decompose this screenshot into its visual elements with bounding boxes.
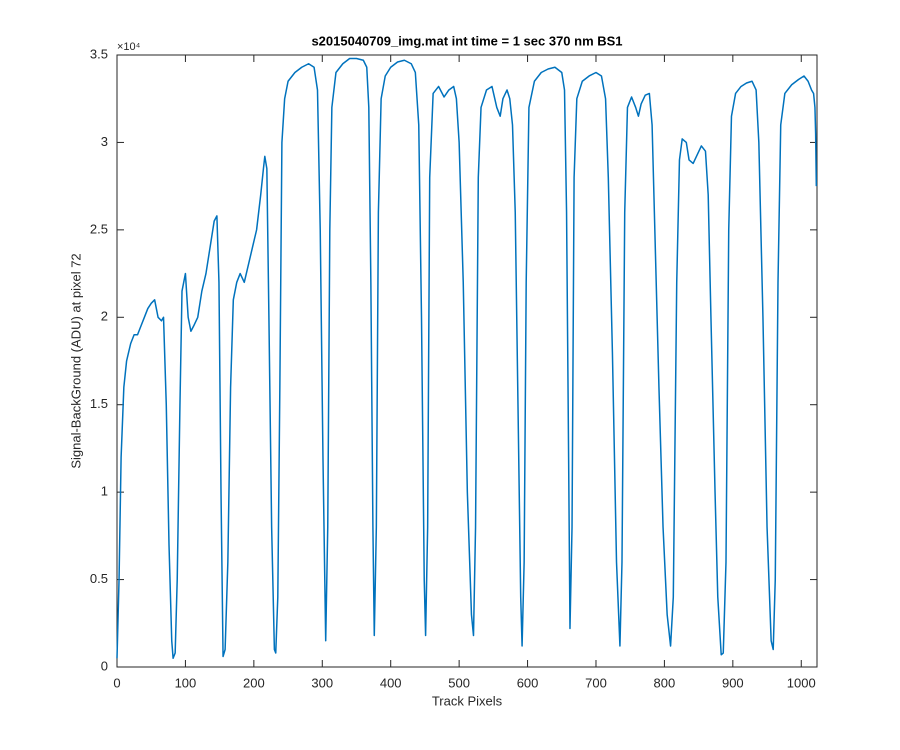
y-tick-label: 3.5: [90, 46, 108, 61]
plot-area: [116, 54, 818, 668]
y-tick-label: 3: [101, 134, 108, 149]
x-tick-label: 600: [517, 675, 539, 690]
x-tick-label: 800: [654, 675, 676, 690]
data-line: [116, 57, 818, 660]
x-tick-label: 200: [243, 675, 265, 690]
x-tick-label: 500: [448, 675, 470, 690]
y-tick-label: 2: [101, 309, 108, 324]
y-tick-label: 1: [101, 484, 108, 499]
y-tick-label: 2.5: [90, 221, 108, 236]
x-tick-label: 900: [722, 675, 744, 690]
y-tick-label: 0: [101, 658, 108, 673]
x-tick-label: 100: [175, 675, 197, 690]
y-tick-label: 0.5: [90, 571, 108, 586]
y-axis-label: Signal-BackGround (ADU) at pixel 72: [68, 253, 83, 468]
y-exponent-label: ×10⁴: [117, 41, 141, 53]
x-tick-label: 400: [380, 675, 402, 690]
y-tick-label: 1.5: [90, 396, 108, 411]
x-axis-label: Track Pixels: [432, 693, 503, 708]
x-tick-label: 300: [311, 675, 333, 690]
x-tick-label: 700: [585, 675, 607, 690]
x-tick-label: 0: [113, 675, 120, 690]
x-tick-label: 1000: [787, 675, 816, 690]
chart-title: s2015040709_img.mat int time = 1 sec 370…: [311, 33, 622, 48]
